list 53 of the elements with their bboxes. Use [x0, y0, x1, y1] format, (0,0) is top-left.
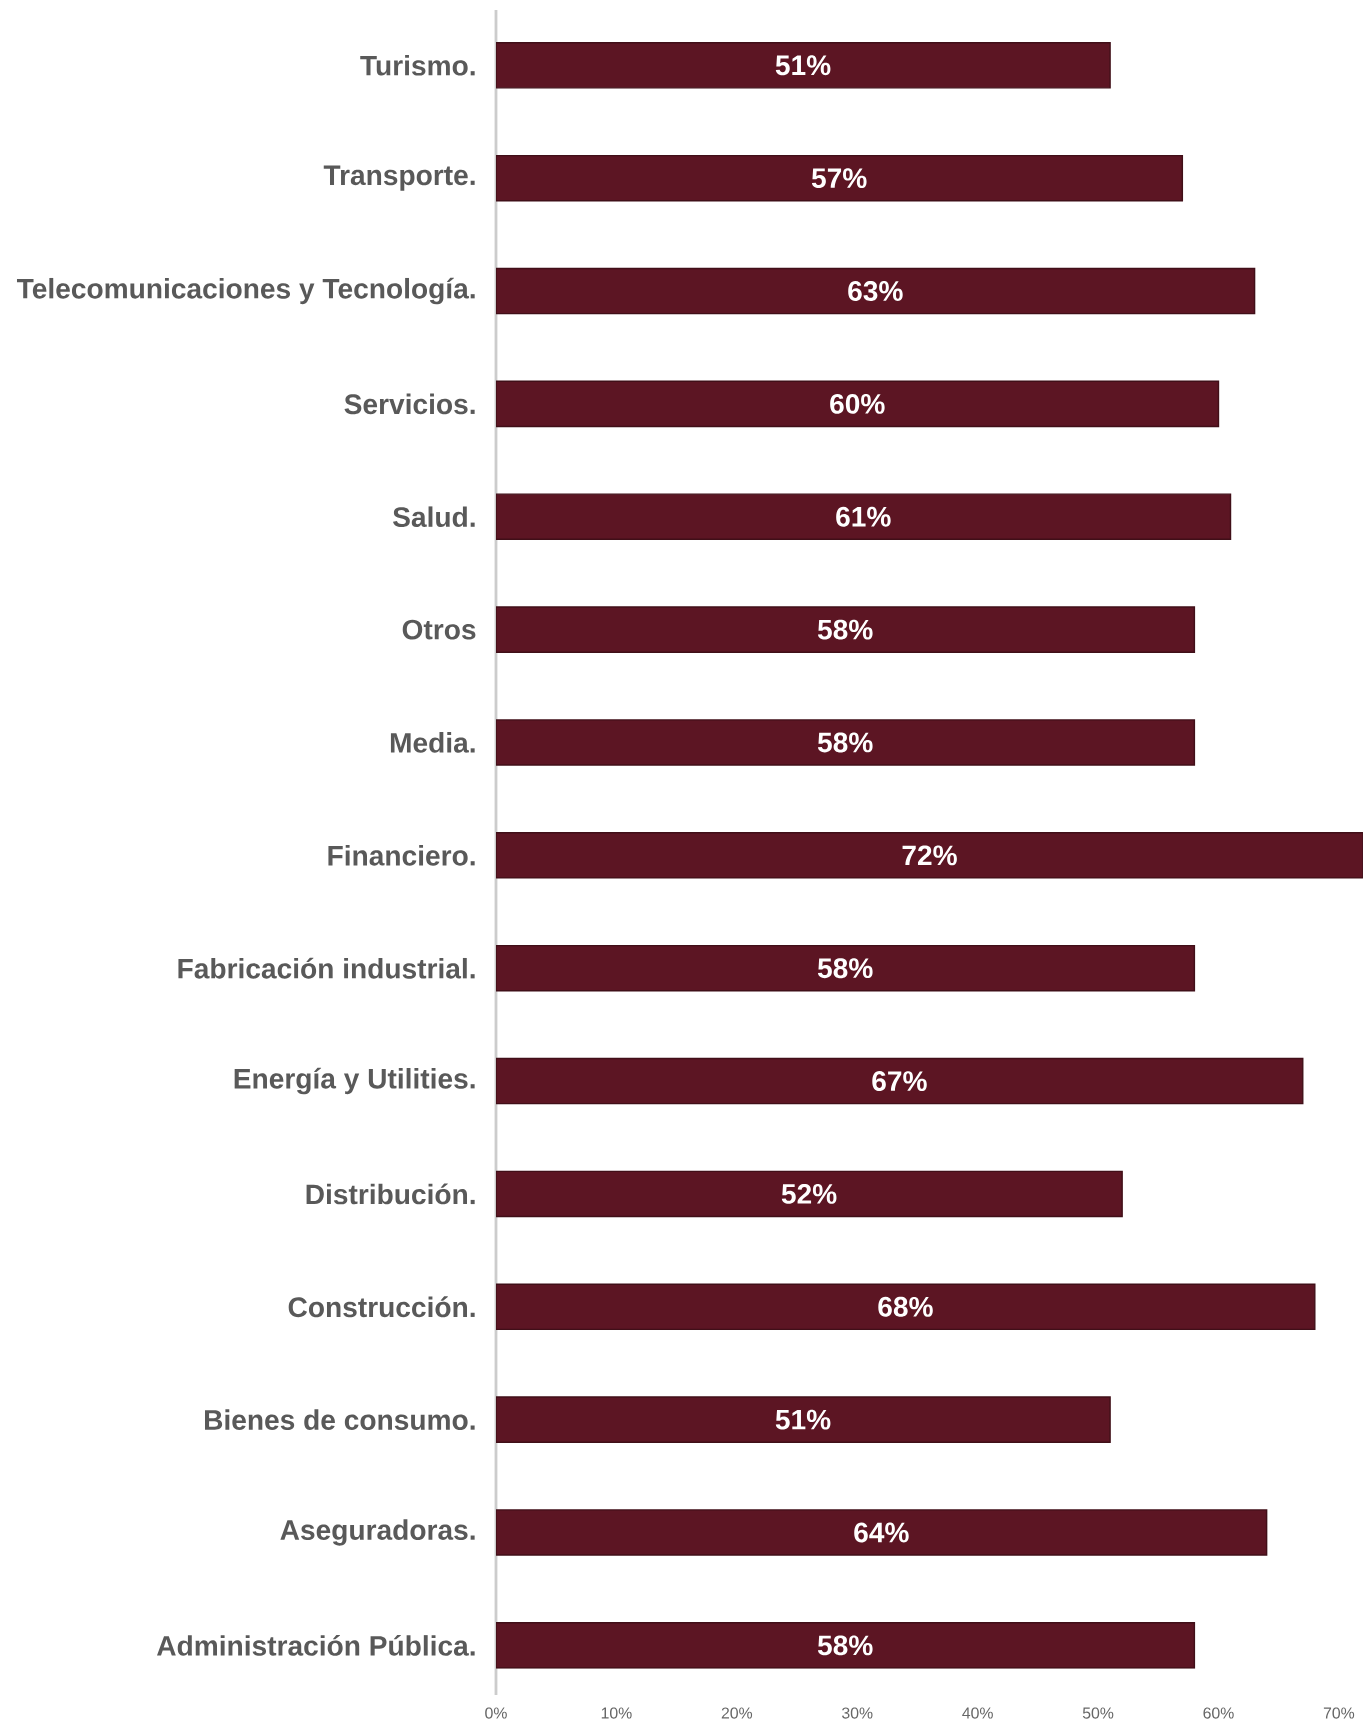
data-label: 72%: [902, 845, 957, 866]
bar: [496, 606, 1196, 653]
bar: [496, 1057, 1304, 1105]
y-tick-label: Aseguradoras.: [280, 1519, 475, 1546]
bar: [496, 42, 1111, 89]
x-tick-label: 0%: [485, 1707, 507, 1719]
y-tick-label: Bienes de consumo.: [205, 1409, 475, 1430]
x-tick-label: 50%: [1082, 1707, 1114, 1719]
y-tick-label: Servicios.: [344, 393, 475, 415]
bar: [496, 1509, 1268, 1556]
data-label: 51%: [775, 55, 831, 76]
data-label: 63%: [848, 281, 903, 302]
data-label: 67%: [872, 1071, 927, 1091]
data-label: 58%: [817, 619, 873, 640]
bar: [496, 1396, 1111, 1443]
bar: [496, 1170, 1123, 1218]
bar: [496, 944, 1196, 992]
bar: [496, 267, 1256, 315]
x-tick-label: 60%: [1203, 1707, 1234, 1719]
data-label: 58%: [817, 1635, 873, 1656]
bar: [496, 493, 1232, 541]
data-label: 58%: [817, 958, 873, 979]
x-tick-label: 70%: [1323, 1707, 1355, 1719]
y-tick-label: Media.: [390, 732, 475, 753]
x-tick-label: 10%: [601, 1707, 632, 1719]
data-label: 61%: [836, 506, 891, 527]
y-tick-label: Salud.: [393, 506, 475, 528]
bar: [496, 1283, 1316, 1331]
data-label: 58%: [817, 732, 873, 753]
x-tick-label: 30%: [842, 1707, 873, 1719]
data-label: 57%: [811, 168, 867, 189]
y-tick-label: Construcción.: [288, 1296, 475, 1318]
y-tick-label: Energía y Utilities.: [234, 1067, 475, 1095]
x-tick-label: 20%: [721, 1707, 753, 1719]
data-label: 64%: [854, 1522, 909, 1543]
bar: [496, 1622, 1196, 1669]
y-tick-label: Fabricación industrial.: [178, 957, 475, 979]
data-label: 51%: [775, 1409, 831, 1430]
data-label: 68%: [878, 1296, 933, 1317]
bar: [496, 154, 1184, 202]
y-tick-label: Administración Pública.: [156, 1634, 475, 1656]
bar: [496, 832, 1363, 879]
x-tick-label: 40%: [962, 1707, 993, 1719]
y-tick-label: Telecomunicaciones y Tecnología.: [16, 277, 475, 305]
data-label: 52%: [781, 1183, 837, 1204]
y-tick-label: Distribución.: [306, 1183, 475, 1205]
bar: [496, 719, 1196, 766]
y-tick-label: Otros: [402, 619, 476, 640]
y-tick-label: Turismo.: [360, 54, 475, 76]
data-label: 60%: [830, 393, 885, 414]
y-tick-label: Financiero.: [328, 844, 475, 866]
y-tick-label: Transporte.: [323, 165, 475, 191]
bar: [496, 380, 1220, 428]
